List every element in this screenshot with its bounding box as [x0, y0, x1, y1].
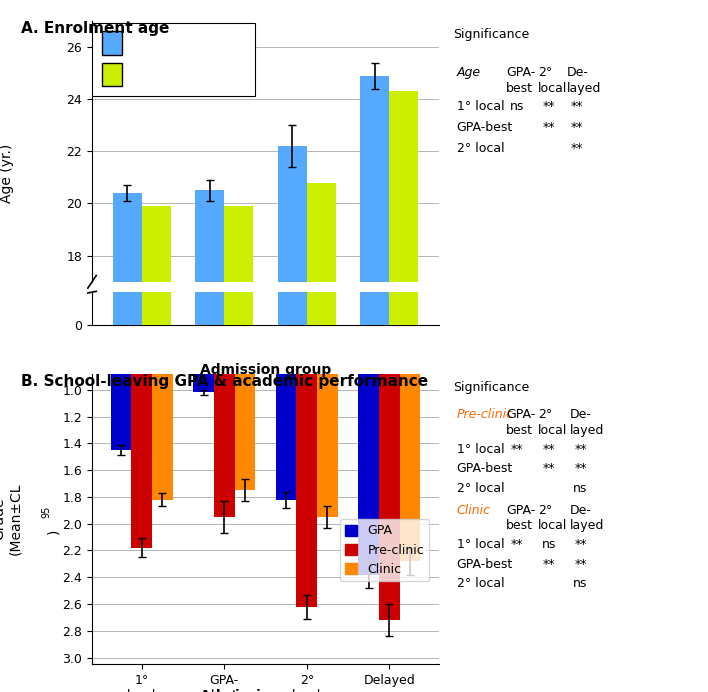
Text: GPA-best: GPA-best	[457, 121, 513, 134]
Bar	[389, 0, 418, 325]
Text: best: best	[506, 82, 533, 95]
Text: GPA-: GPA-	[506, 504, 535, 517]
Text: 1° local: 1° local	[457, 443, 504, 456]
Text: mean±CL: mean±CL	[106, 28, 168, 42]
Text: GPA-best: GPA-best	[457, 462, 513, 475]
Text: median: median	[106, 68, 153, 81]
Bar	[307, 0, 336, 325]
Text: 1° local: 1° local	[457, 100, 504, 113]
Text: local: local	[538, 424, 567, 437]
Text: ns: ns	[510, 100, 524, 113]
Text: A. Enrolment age: A. Enrolment age	[21, 21, 170, 36]
Bar	[379, 256, 400, 620]
Bar	[195, 0, 224, 325]
Text: best: best	[506, 424, 533, 437]
Text: **: **	[571, 100, 583, 113]
Text: **: **	[574, 538, 587, 552]
Bar	[131, 256, 152, 548]
Bar	[193, 256, 214, 392]
Bar	[142, 206, 171, 692]
Text: **: **	[542, 443, 555, 456]
Bar	[224, 0, 253, 325]
FancyBboxPatch shape	[103, 31, 122, 55]
Bar	[297, 256, 317, 607]
Text: **: **	[574, 443, 587, 456]
Text: **: **	[574, 462, 587, 475]
Bar	[214, 256, 234, 517]
Bar	[360, 0, 389, 325]
Text: 2° local: 2° local	[457, 482, 504, 495]
Bar	[224, 206, 253, 692]
Text: Clinic: Clinic	[457, 504, 491, 517]
Bar	[152, 256, 173, 500]
Text: ns: ns	[542, 538, 556, 552]
Text: **: **	[574, 558, 587, 571]
Bar	[195, 190, 224, 692]
Legend: GPA, Pre-clinic, Clinic: GPA, Pre-clinic, Clinic	[340, 520, 429, 581]
Bar	[360, 75, 389, 692]
Bar	[358, 256, 379, 574]
Bar	[276, 256, 297, 500]
Bar	[234, 256, 255, 490]
Text: 2° local: 2° local	[457, 142, 504, 155]
Text: De-: De-	[570, 408, 592, 421]
Text: GPA-: GPA-	[506, 408, 535, 421]
Text: De-: De-	[566, 66, 588, 79]
Text: ns: ns	[573, 482, 588, 495]
Text: Age (yr.): Age (yr.)	[0, 143, 14, 203]
Text: 1° local: 1° local	[457, 538, 504, 552]
Bar	[278, 146, 307, 692]
Bar	[110, 256, 131, 450]
Text: layed: layed	[570, 519, 605, 532]
Text: best: best	[506, 519, 533, 532]
Text: **: **	[510, 538, 523, 552]
Bar	[307, 183, 336, 692]
FancyBboxPatch shape	[92, 24, 255, 96]
Text: Admission group: Admission group	[200, 363, 331, 377]
Text: 2°: 2°	[538, 504, 552, 517]
Text: **: **	[542, 558, 555, 571]
Text: Age: Age	[457, 66, 481, 79]
Text: B. School-leaving GPA & academic performance: B. School-leaving GPA & academic perform…	[21, 374, 428, 389]
Bar	[278, 0, 307, 325]
Text: ns: ns	[573, 577, 588, 590]
Text: **: **	[571, 121, 583, 134]
Text: De-: De-	[570, 504, 592, 517]
Text: 2° local: 2° local	[457, 577, 504, 590]
Bar	[400, 256, 421, 561]
Text: Admission group: Admission group	[200, 689, 331, 692]
Text: median: median	[134, 71, 181, 83]
Text: layed: layed	[570, 424, 605, 437]
Bar	[142, 0, 171, 325]
Text: mean±CL: mean±CL	[134, 31, 195, 44]
Bar	[113, 0, 142, 325]
Text: ): )	[46, 529, 60, 534]
Text: **: **	[571, 142, 583, 155]
Bar	[113, 193, 142, 692]
Text: **: **	[510, 443, 523, 456]
Text: 2°: 2°	[538, 408, 552, 421]
Text: local: local	[538, 519, 567, 532]
Text: 95: 95	[147, 39, 160, 49]
Text: 2°: 2°	[538, 66, 552, 79]
Text: layed: layed	[566, 82, 601, 95]
Text: **: **	[542, 462, 555, 475]
Text: local: local	[538, 82, 567, 95]
Text: Significance: Significance	[453, 381, 530, 394]
Bar	[389, 91, 418, 692]
FancyBboxPatch shape	[103, 62, 122, 86]
Text: 95: 95	[41, 506, 51, 518]
Text: 95: 95	[184, 42, 195, 51]
Text: Grade
(Mean±CL: Grade (Mean±CL	[0, 483, 22, 555]
Bar	[317, 256, 338, 517]
Text: GPA-best: GPA-best	[457, 558, 513, 571]
Text: Pre-clinic: Pre-clinic	[457, 408, 514, 421]
Text: GPA-: GPA-	[506, 66, 535, 79]
Text: **: **	[542, 121, 555, 134]
Text: Significance: Significance	[453, 28, 530, 41]
Text: **: **	[542, 100, 555, 113]
